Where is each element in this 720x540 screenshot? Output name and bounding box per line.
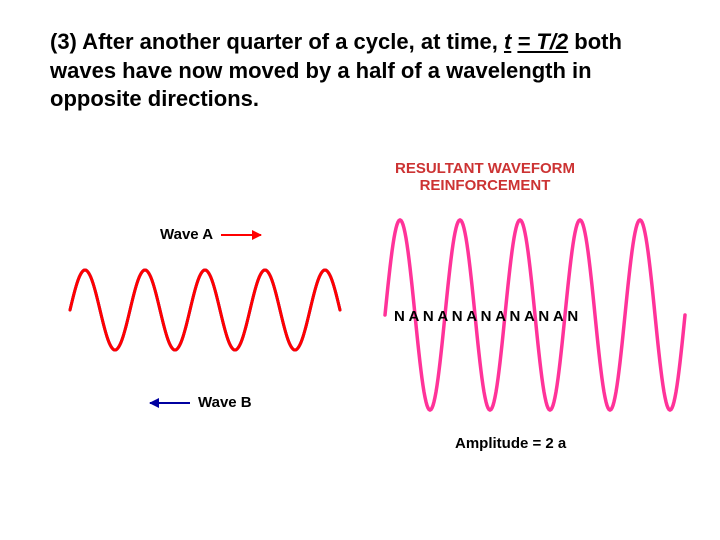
heading-text: (3) After another quarter of a cycle, at…	[50, 28, 650, 114]
wave-b-label: Wave B	[198, 394, 252, 411]
arrow-right-icon	[221, 234, 261, 236]
heading-t: t	[504, 29, 511, 54]
amplitude-label: Amplitude = 2 a	[455, 435, 566, 452]
arrow-left-icon	[150, 402, 190, 404]
heading-prefix: (3) After another quarter of a cycle, at…	[50, 29, 504, 54]
node-antinode-labels: N A N A N A N A N A N A N	[394, 308, 578, 325]
wave-b-label-row: Wave B	[150, 394, 252, 411]
resultant-line1: RESULTANT WAVEFORM	[395, 160, 575, 177]
wave-a-curve	[70, 265, 340, 355]
resultant-line2: REINFORCEMENT	[395, 177, 575, 194]
resultant-label: RESULTANT WAVEFORM REINFORCEMENT	[395, 160, 575, 194]
wave-a-label: Wave A	[160, 226, 213, 243]
heading-eq: = T/2	[517, 29, 568, 54]
wave-a-label-row: Wave A	[160, 226, 261, 243]
